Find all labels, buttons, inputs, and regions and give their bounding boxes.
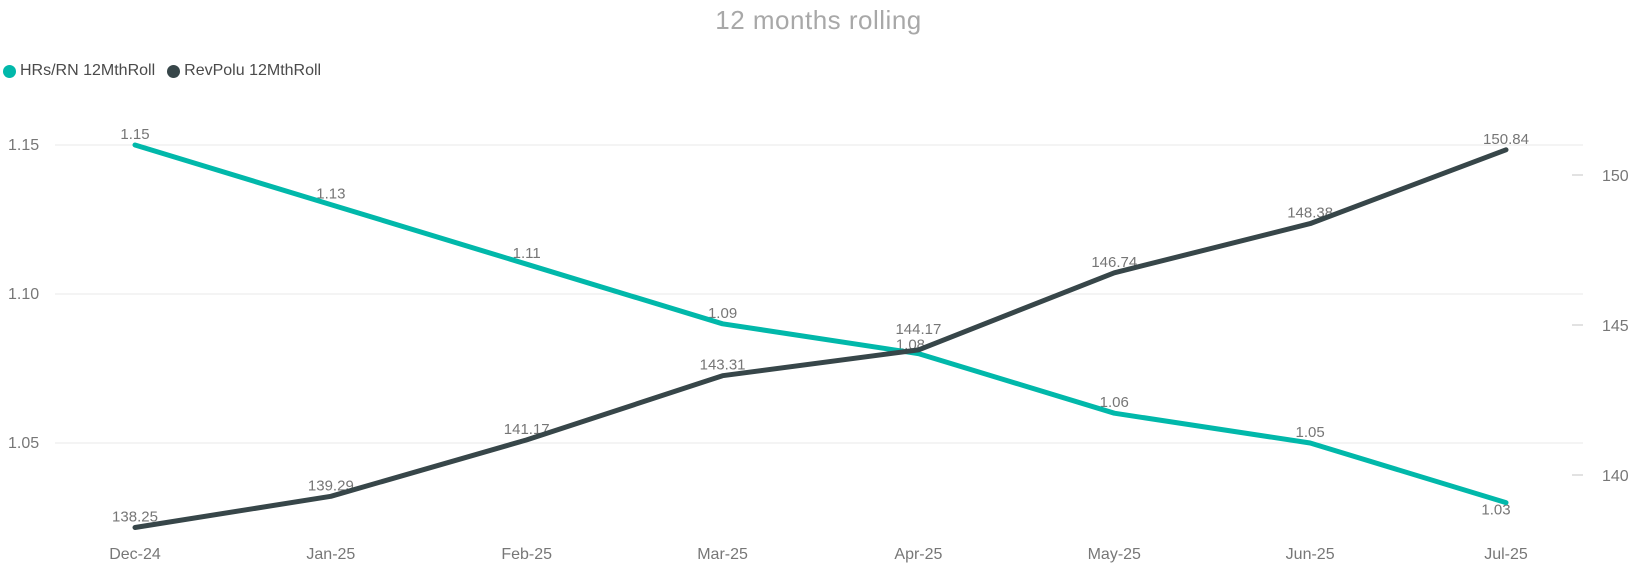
left-axis-tick-label: 1.15 (8, 137, 39, 154)
legend-marker-icon (167, 64, 181, 78)
left-axis-tick-label: 1.05 (8, 435, 39, 452)
left-axis-tick-label: 1.10 (8, 286, 39, 303)
data-label: 1.11 (513, 245, 541, 262)
data-label: 146.74 (1091, 254, 1137, 271)
x-axis-tick-label: Apr-25 (894, 546, 942, 563)
x-axis-tick-label: Dec-24 (109, 546, 161, 563)
data-label: 1.09 (708, 305, 737, 322)
data-label: 1.03 (1481, 502, 1510, 519)
series-line-1[interactable] (132, 147, 1509, 530)
data-label: 139.29 (308, 477, 354, 494)
data-label: 144.17 (895, 321, 941, 338)
data-label: 138.25 (112, 509, 158, 526)
legend-label: HRs/RN 12MthRoll (20, 62, 156, 79)
legend-item-revpolu[interactable]: RevPolu 12MthRoll (167, 62, 321, 80)
x-axis-tick-label: May-25 (1088, 546, 1141, 563)
x-axis-tick-label: Jul-25 (1484, 546, 1528, 563)
data-label: 1.05 (1296, 424, 1325, 441)
right-axis-tick-label: 145 (1602, 318, 1629, 335)
x-axis-tick-label: Feb-25 (501, 546, 552, 563)
legend: HRs/RN 12MthRoll RevPolu 12MthRoll (3, 62, 321, 80)
x-axis-tick-label: Mar-25 (697, 546, 748, 563)
series-line-0[interactable] (132, 142, 1509, 506)
legend-marker-icon (3, 64, 16, 78)
right-axis-tick-label: 150 (1602, 168, 1629, 185)
legend-item-hrs-rn[interactable]: HRs/RN 12MthRoll (3, 62, 155, 80)
data-label: 1.06 (1100, 394, 1129, 411)
data-label: 143.31 (700, 357, 746, 374)
x-axis-tick-label: Jun-25 (1286, 546, 1335, 563)
right-axis-tick-label: 140 (1602, 468, 1629, 485)
legend-label: RevPolu 12MthRoll (184, 62, 322, 79)
data-label: 150.84 (1483, 131, 1529, 148)
chart-title: 12 months rolling (715, 5, 922, 35)
x-axis-tick-label: Jan-25 (306, 546, 355, 563)
data-label: 1.15 (120, 126, 149, 143)
data-label: 1.13 (316, 186, 345, 203)
